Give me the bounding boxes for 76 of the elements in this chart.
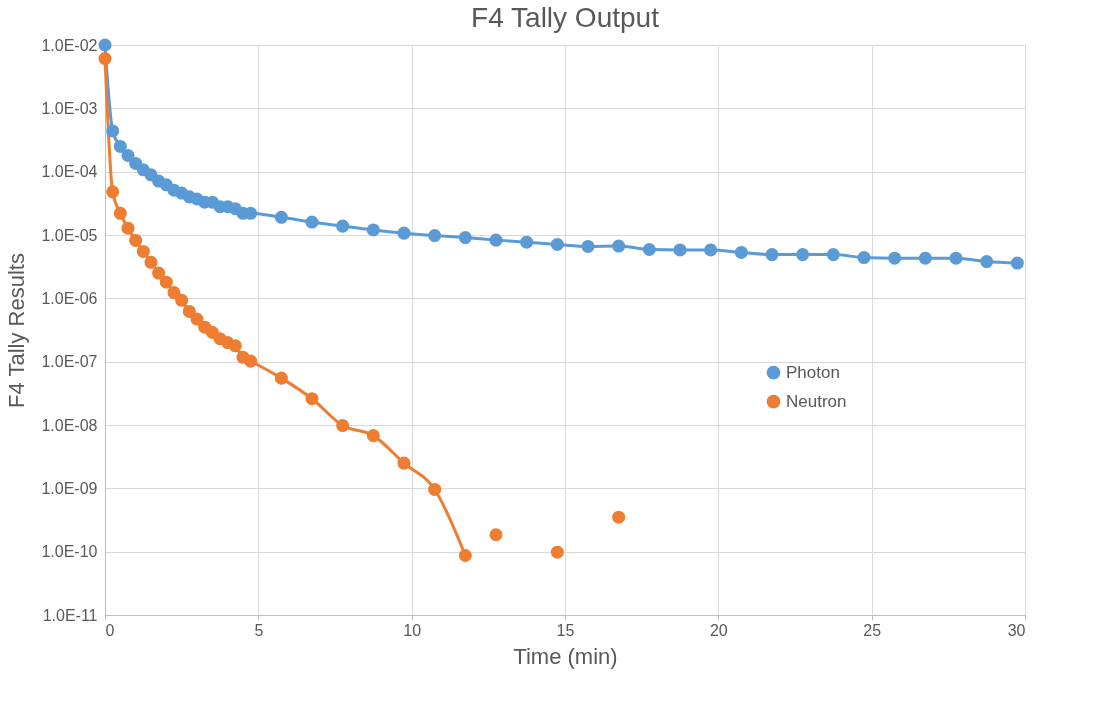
point (136, 244, 150, 258)
x-axis-title: Time (min) (513, 643, 618, 669)
point (765, 248, 779, 262)
point (888, 251, 902, 265)
point (612, 239, 626, 253)
point (397, 226, 411, 240)
point (175, 293, 189, 307)
point (550, 545, 564, 559)
point (106, 124, 120, 138)
x-tick-label: 15 (556, 621, 575, 639)
point (428, 482, 442, 496)
chart-title: F4 Tally Output (471, 2, 660, 33)
point (274, 210, 288, 224)
point (550, 237, 564, 251)
point (980, 255, 994, 269)
point (520, 235, 534, 249)
point (152, 266, 166, 280)
point (336, 419, 350, 433)
point (98, 52, 112, 66)
point (106, 185, 120, 199)
point (244, 206, 258, 220)
point (949, 251, 963, 265)
x-tick-label: 25 (863, 621, 882, 639)
point (612, 510, 626, 524)
x-tick-label: 5 (254, 621, 264, 639)
point (129, 233, 143, 247)
point (121, 221, 135, 235)
point (366, 223, 380, 237)
y-tick-label: 1.0E-02 (41, 36, 98, 54)
point (704, 243, 718, 257)
y-tick-label: 1.0E-09 (41, 479, 98, 497)
point (489, 528, 503, 542)
point (228, 339, 242, 353)
point (428, 229, 442, 243)
y-tick-label: 1.0E-11 (42, 606, 98, 624)
point (336, 219, 350, 233)
legend-label: Neutron (786, 391, 847, 411)
point (796, 248, 810, 262)
y-tick-label: 1.0E-08 (41, 416, 98, 434)
x-tick-label: 0 (105, 621, 115, 639)
point (366, 429, 380, 443)
point (182, 304, 196, 318)
legend-label: Photon (786, 362, 840, 382)
point (581, 239, 595, 253)
point (918, 251, 932, 265)
point (458, 548, 472, 562)
point (113, 139, 127, 153)
point (1010, 256, 1024, 270)
point (734, 245, 748, 259)
point (113, 206, 127, 220)
y-tick-label: 1.0E-10 (41, 543, 98, 561)
point (458, 231, 472, 245)
point (673, 243, 687, 257)
y-tick-label: 1.0E-07 (41, 353, 98, 371)
point (642, 243, 656, 257)
x-tick-label: 30 (1007, 621, 1026, 639)
point (121, 148, 135, 163)
y-tick-label: 1.0E-03 (41, 99, 98, 117)
point (144, 255, 158, 269)
y-axis-title: F4 Tally Results (4, 253, 30, 408)
point (159, 275, 173, 289)
point (489, 233, 503, 247)
point (305, 392, 319, 406)
x-tick-label: 10 (403, 621, 422, 639)
point (397, 456, 411, 470)
point (167, 286, 181, 300)
point (98, 38, 112, 52)
point (274, 371, 288, 385)
point (244, 354, 258, 368)
y-tick-label: 1.0E-04 (41, 163, 98, 181)
point (826, 248, 840, 262)
point (857, 251, 871, 265)
y-tick-label: 1.0E-05 (41, 226, 98, 244)
x-tick-label: 20 (709, 621, 728, 639)
y-tick-label: 1.0E-06 (41, 289, 98, 307)
point (305, 215, 319, 229)
